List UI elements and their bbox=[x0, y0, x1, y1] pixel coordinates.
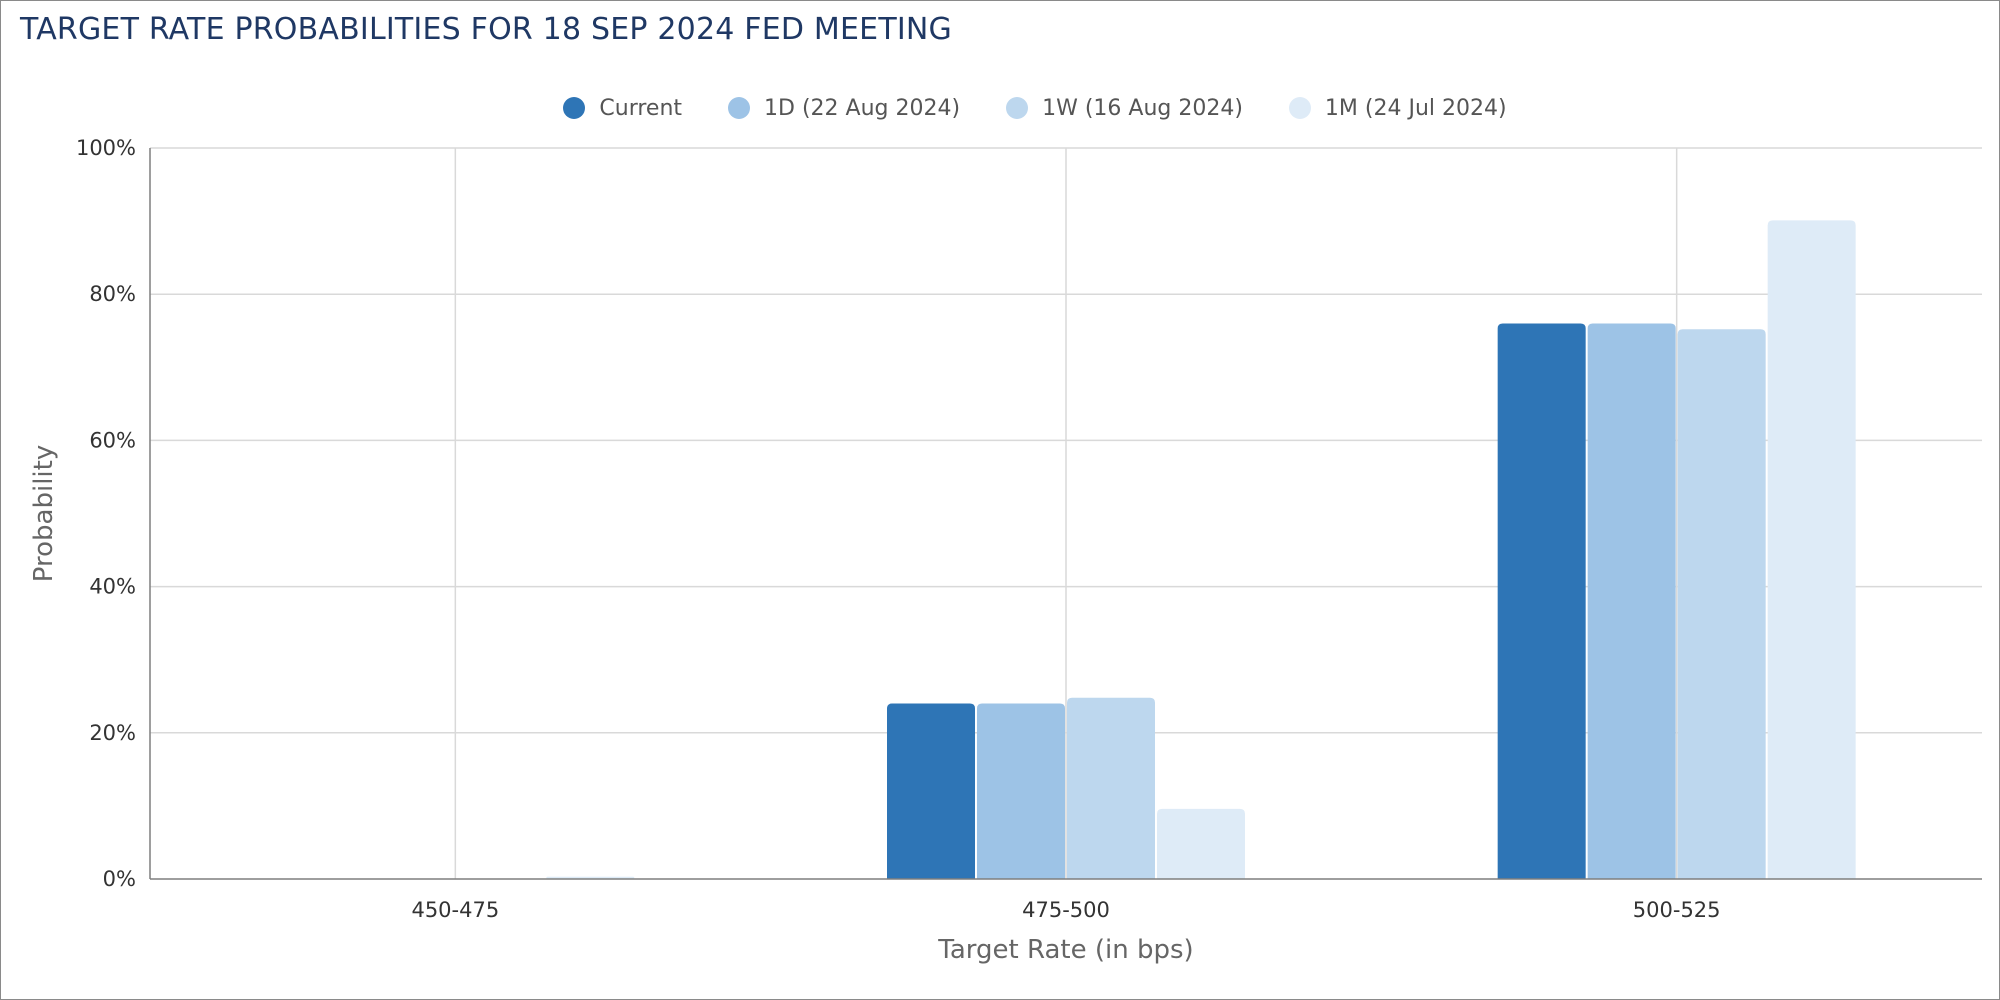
bar-current-475-500[interactable] bbox=[887, 703, 975, 879]
legend-swatch-icon bbox=[563, 97, 586, 119]
bar-1m-475-500[interactable] bbox=[1157, 808, 1245, 879]
legend-label: Current bbox=[599, 95, 683, 121]
x-tick-label: 500-525 bbox=[1633, 898, 1721, 922]
tick-labels: 0% 20% 40% 60% 80% 100% 450-475 475-500 500-525 bbox=[76, 136, 1721, 922]
legend-swatch-icon bbox=[1288, 97, 1311, 119]
legend-item-1d[interactable]: 1D (22 Aug 2024) bbox=[728, 96, 960, 121]
x-tick-label: 475-500 bbox=[1022, 898, 1110, 922]
bar-1m-500-525[interactable] bbox=[1767, 220, 1856, 879]
legend-swatch-icon bbox=[1006, 97, 1029, 119]
legend-item-current[interactable]: Current bbox=[563, 96, 682, 121]
bar-current-500-525[interactable] bbox=[1497, 323, 1586, 879]
legend-label: 1M (24 Jul 2024) bbox=[1324, 95, 1507, 121]
y-axis-title: Probability bbox=[29, 445, 59, 582]
legend-item-1w[interactable]: 1W (16 Aug 2024) bbox=[1006, 96, 1243, 121]
x-tick-label: 450-475 bbox=[411, 898, 499, 922]
bars bbox=[546, 220, 1856, 880]
y-tick-label: 80% bbox=[89, 282, 136, 306]
bar-1d-500-525[interactable] bbox=[1587, 323, 1676, 879]
chart-title: TARGET RATE PROBABILITIES FOR 18 SEP 202… bbox=[20, 12, 952, 47]
legend-label: 1D (22 Aug 2024) bbox=[764, 95, 961, 121]
axes bbox=[149, 148, 1982, 880]
bar-1w-500-525[interactable] bbox=[1677, 329, 1766, 880]
bar-1d-475-500[interactable] bbox=[977, 703, 1065, 879]
grid-lines bbox=[150, 147, 1982, 879]
y-tick-label: 60% bbox=[89, 428, 136, 452]
legend-label: 1W (16 Aug 2024) bbox=[1042, 95, 1243, 121]
legend-item-1m[interactable]: 1M (24 Jul 2024) bbox=[1288, 95, 1507, 121]
y-tick-label: 20% bbox=[89, 721, 136, 745]
bar-1w-475-500[interactable] bbox=[1067, 697, 1155, 879]
y-tick-label: 40% bbox=[89, 575, 136, 599]
x-axis-title: Target Rate (in bps) bbox=[937, 935, 1193, 965]
legend: Current 1D (22 Aug 2024) 1W (16 Aug 2024… bbox=[0, 90, 2000, 126]
y-tick-label: 0% bbox=[103, 867, 136, 891]
legend-swatch-icon bbox=[728, 97, 751, 119]
y-tick-label: 100% bbox=[76, 136, 136, 160]
